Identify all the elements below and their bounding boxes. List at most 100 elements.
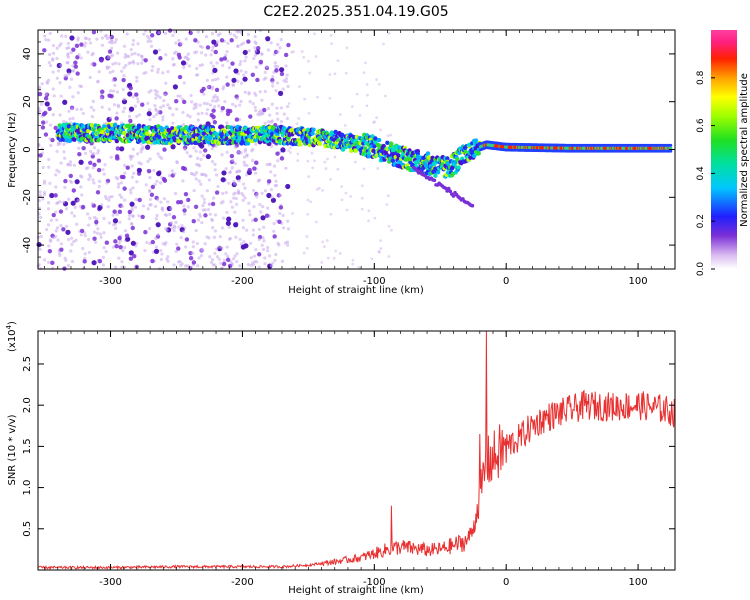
spectrogram-noise-point	[227, 66, 232, 70]
spectrogram-noise-point	[306, 159, 310, 163]
spectrogram-noise-point	[248, 100, 252, 104]
spectrogram-noise-point	[173, 191, 178, 196]
spectrogram-noise-point	[47, 244, 51, 248]
spectrogram-ridge-point	[245, 141, 251, 146]
spectrogram-noise-point	[200, 247, 204, 251]
spectrogram-noise-point	[184, 245, 188, 249]
spectrogram-noise-point	[89, 149, 93, 153]
spectrogram-noise-point	[41, 120, 46, 125]
spectrogram-noise-point	[231, 77, 237, 83]
y-tick-label: 20	[22, 95, 33, 108]
colorbar: 0.0 0.2 0.4 0.6 0.8 Normalized spectral ampl…	[696, 30, 750, 276]
spectrogram-noise-point	[243, 59, 247, 63]
spectrogram-noise-point	[246, 263, 251, 267]
spectrogram-noise-point	[152, 49, 159, 55]
spectrogram-noise-point	[218, 235, 222, 239]
spectrogram-noise-point	[44, 92, 48, 96]
spectrogram-noise-point	[285, 240, 290, 244]
spectrogram-noise-point	[197, 256, 201, 260]
spectrogram-noise-point	[36, 241, 42, 248]
spectrogram-noise-point	[42, 192, 46, 197]
spectrogram-noise-point	[159, 257, 163, 262]
spectrogram-noise-point	[70, 211, 74, 215]
spectrogram-noise-point	[211, 108, 216, 113]
spectrogram-noise-point	[135, 114, 139, 119]
spectrogram-noise-point	[224, 252, 228, 256]
spectrogram-noise-point	[165, 228, 169, 232]
spectrogram-noise-point	[51, 70, 55, 74]
spectrogram-noise-point	[250, 72, 256, 78]
spectrogram-noise-point	[117, 209, 123, 214]
spectrogram-noise-point	[328, 96, 332, 100]
spectrogram-noise-point	[199, 182, 203, 186]
spectrogram-noise-point	[230, 262, 234, 266]
spectrogram-noise-point	[358, 113, 362, 117]
spectrogram-noise-point	[123, 55, 127, 59]
spectrogram-noise-point	[367, 209, 371, 213]
spectrogram-noise-point	[224, 190, 228, 195]
spectrogram-noise-point	[236, 189, 241, 193]
x-tick-label: -200	[231, 276, 254, 287]
spectrogram-noise-point	[214, 144, 218, 148]
spectrogram-noise-point	[215, 61, 219, 65]
spectrogram-noise-point	[127, 209, 133, 215]
spectrogram-ridge-point	[423, 163, 429, 169]
x-tick-label: -100	[363, 577, 386, 588]
spectrogram-noise-point	[100, 105, 104, 109]
spectrogram-noise-point	[186, 57, 190, 61]
spectrogram-noise-point	[122, 97, 126, 101]
spectrogram-noise-point	[280, 147, 286, 153]
spectrogram-noise-point	[41, 165, 45, 170]
spectrogram-noise-point	[321, 240, 325, 244]
spectrogram-noise-point	[124, 233, 130, 238]
spectrogram-noise-point	[111, 78, 115, 82]
spectrogram-noise-point	[131, 214, 135, 218]
spectrogram-noise-point	[55, 201, 59, 206]
spectrogram-noise-point	[172, 263, 176, 267]
spectrogram-noise-point	[242, 76, 248, 82]
spectrogram-noise-point	[114, 265, 118, 269]
spectrogram-noise-point	[170, 226, 175, 230]
spectrogram-noise-point	[309, 200, 312, 204]
spectrogram-noise-point	[55, 76, 59, 80]
spectrogram-noise-point	[273, 183, 277, 188]
spectrogram-noise-point	[225, 75, 229, 79]
spectrogram-noise-point	[90, 114, 94, 119]
spectrogram-noise-point	[86, 212, 90, 216]
spectrogram-noise-point	[333, 155, 337, 159]
spectrogram-noise-point	[127, 54, 131, 58]
spectrogram-noise-point	[142, 71, 146, 75]
spectrogram-noise-point	[289, 146, 292, 150]
spectrogram-noise-point	[157, 31, 161, 35]
spectrogram-noise-point	[177, 55, 182, 60]
spectrogram-noise-point	[253, 217, 258, 223]
spectrogram-noise-point	[133, 51, 137, 56]
spectrogram-noise-point	[118, 244, 123, 250]
spectrogram-noise-point	[218, 32, 222, 36]
spectrogram-noise-point	[119, 146, 125, 152]
y-tick-label: -20	[22, 189, 33, 205]
spectrogram-noise-point	[61, 227, 66, 232]
spectrogram-noise-point	[135, 75, 139, 80]
spectrogram-noise-point	[150, 184, 156, 190]
spectrogram-ridge-point	[388, 143, 394, 148]
spectrogram-noise-point	[124, 63, 128, 68]
spectrogram-noise-point	[171, 215, 177, 220]
spectrogram-noise-point	[92, 162, 97, 167]
spectrogram-noise-point	[182, 81, 186, 85]
spectrogram-noise-point	[269, 188, 273, 192]
spectrogram-noise-point	[329, 212, 333, 216]
spectrogram-noise-point	[123, 163, 127, 167]
spectrogram-noise-point	[75, 71, 80, 76]
spectrogram-noise-point	[211, 85, 215, 89]
spectrogram-noise-point	[205, 78, 209, 82]
spectrogram-noise-point	[251, 101, 255, 106]
spectrogram-noise-point	[199, 157, 203, 161]
spectrogram-noise-point	[82, 259, 87, 264]
spectrogram-noise-point	[56, 238, 60, 242]
spectrogram-noise-point	[379, 128, 382, 132]
spectrogram-noise-point	[183, 192, 189, 197]
spectrogram-noise-point	[150, 33, 155, 38]
spectrogram-noise-point	[191, 245, 195, 249]
